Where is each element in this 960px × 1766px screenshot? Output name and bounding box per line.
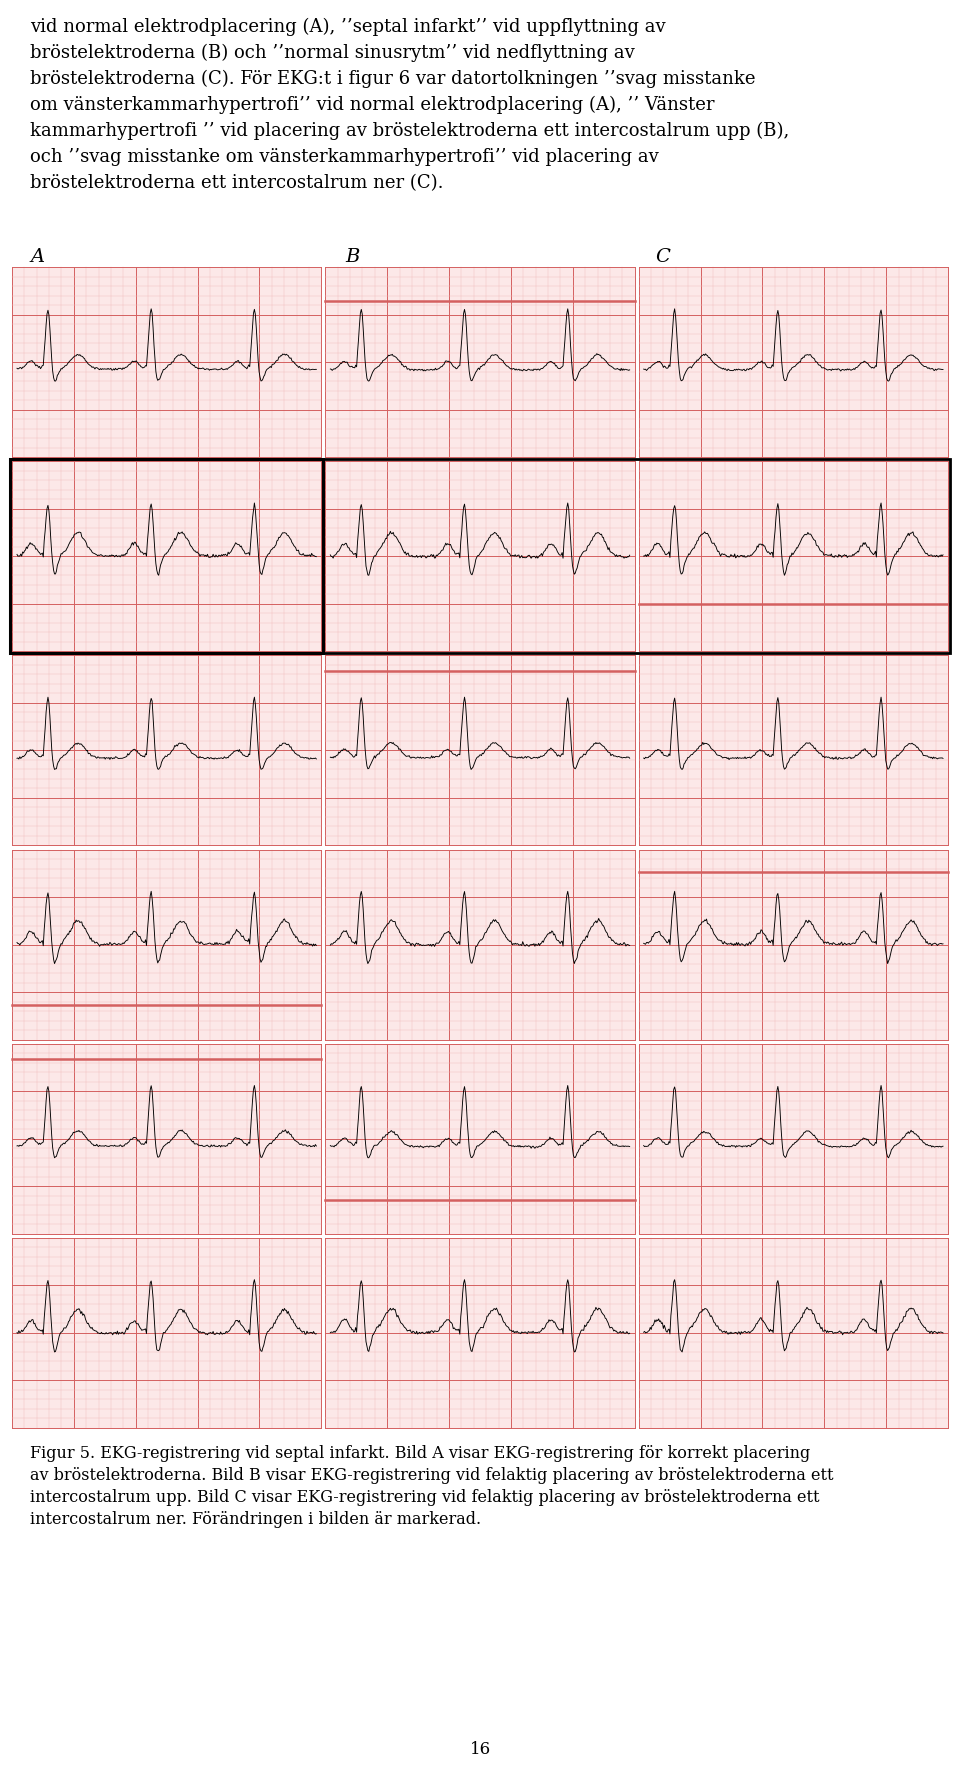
- Text: C: C: [655, 247, 670, 267]
- Bar: [10, 459, 950, 653]
- Text: om vänsterkammarhypertrofi’’ vid normal elektrodplacering (A), ’’ Vänster: om vänsterkammarhypertrofi’’ vid normal …: [30, 95, 714, 115]
- Text: bröstelektroderna ett intercostalrum ner (C).: bröstelektroderna ett intercostalrum ner…: [30, 175, 444, 192]
- Bar: [325, 1238, 635, 1429]
- Bar: [12, 655, 322, 846]
- Text: A: A: [30, 247, 44, 267]
- Bar: [638, 1044, 948, 1234]
- Text: bröstelektroderna (B) och ’’normal sinusrytm’’ vid nedflyttning av: bröstelektroderna (B) och ’’normal sinus…: [30, 44, 635, 62]
- Bar: [638, 461, 948, 652]
- Bar: [638, 655, 948, 846]
- Text: B: B: [345, 247, 359, 267]
- Text: 16: 16: [469, 1741, 491, 1757]
- Text: intercostalrum ner. Förändringen i bilden är markerad.: intercostalrum ner. Förändringen i bilde…: [30, 1512, 481, 1528]
- Bar: [12, 1238, 322, 1429]
- Bar: [325, 267, 635, 457]
- Text: intercostalrum upp. Bild C visar EKG-registrering vid felaktig placering av brös: intercostalrum upp. Bild C visar EKG-reg…: [30, 1489, 820, 1506]
- Text: och ’’svag misstanke om vänsterkammarhypertrofi’’ vid placering av: och ’’svag misstanke om vänsterkammarhyp…: [30, 148, 659, 166]
- Bar: [12, 267, 322, 457]
- Bar: [638, 1238, 948, 1429]
- Bar: [325, 461, 635, 652]
- Text: kammarhypertrofi ’’ vid placering av bröstelektroderna ett intercostalrum upp (B: kammarhypertrofi ’’ vid placering av brö…: [30, 122, 789, 140]
- Bar: [325, 1044, 635, 1234]
- Bar: [12, 849, 322, 1040]
- Bar: [638, 267, 948, 457]
- Text: Figur 5. EKG-registrering vid septal infarkt. Bild A visar EKG-registrering för : Figur 5. EKG-registrering vid septal inf…: [30, 1445, 810, 1462]
- Bar: [12, 461, 322, 652]
- Text: vid normal elektrodplacering (A), ’’septal infarkt’’ vid uppflyttning av: vid normal elektrodplacering (A), ’’sept…: [30, 18, 665, 37]
- Bar: [638, 849, 948, 1040]
- Bar: [10, 459, 324, 653]
- Bar: [12, 1044, 322, 1234]
- Bar: [325, 849, 635, 1040]
- Text: bröstelektroderna (C). För EKG:t i figur 6 var datortolkningen ’’svag misstanke: bröstelektroderna (C). För EKG:t i figur…: [30, 71, 756, 88]
- Bar: [325, 655, 635, 846]
- Text: av bröstelektroderna. Bild B visar EKG-registrering vid felaktig placering av br: av bröstelektroderna. Bild B visar EKG-r…: [30, 1468, 833, 1483]
